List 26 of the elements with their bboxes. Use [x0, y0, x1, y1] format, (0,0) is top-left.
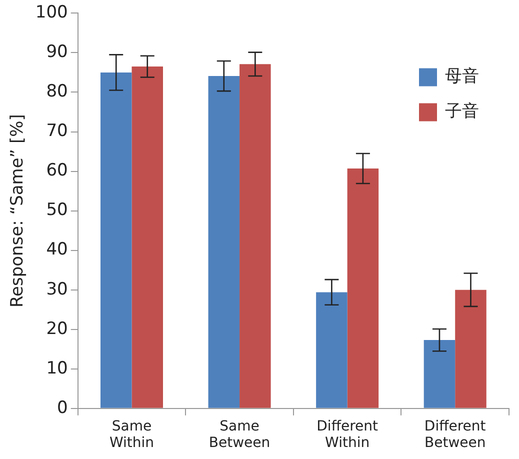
bar: [100, 72, 132, 408]
bar: [132, 66, 163, 408]
x-tick-label: Same Between: [208, 418, 270, 452]
y-tick-label: 10: [46, 358, 68, 378]
bar: [347, 168, 379, 408]
y-tick-label: 90: [46, 42, 68, 62]
y-tick-label: 60: [46, 160, 68, 181]
legend-label: 母音: [445, 66, 479, 87]
bar: [424, 340, 456, 408]
x-tick-label: Same Within: [109, 418, 154, 452]
y-tick-label: 100: [35, 2, 68, 23]
bar: [455, 290, 486, 408]
y-tick-label: 40: [46, 240, 68, 260]
legend-label: 子音: [445, 102, 479, 122]
y-tick-label: 80: [46, 82, 68, 102]
y-axis-title: Response: “Same” [%]: [8, 114, 28, 308]
y-tick-label: 20: [46, 318, 68, 339]
y-tick-label: 50: [46, 200, 68, 220]
y-tick-label: 70: [46, 121, 68, 142]
y-tick-label: 0: [57, 398, 68, 418]
bar: [240, 64, 271, 408]
x-tick-label: Different Within: [316, 418, 378, 452]
y-tick-label: 30: [46, 279, 68, 300]
bar: [316, 292, 348, 408]
bar: [208, 76, 240, 408]
x-tick-label: Different Between: [424, 418, 486, 452]
